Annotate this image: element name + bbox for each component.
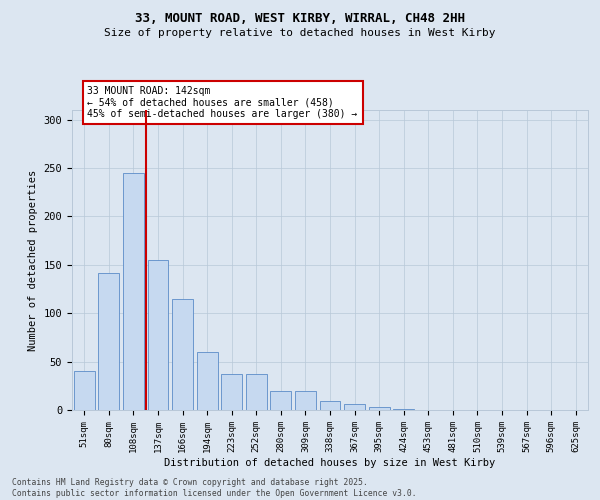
Bar: [271, 390, 292, 410]
Bar: [74, 372, 95, 410]
Text: 33, MOUNT ROAD, WEST KIRBY, WIRRAL, CH48 2HH: 33, MOUNT ROAD, WEST KIRBY, WIRRAL, CH48…: [135, 12, 465, 26]
Bar: [221, 374, 242, 410]
Text: Contains HM Land Registry data © Crown copyright and database right 2025.
Contai: Contains HM Land Registry data © Crown c…: [12, 478, 416, 498]
Bar: [393, 409, 414, 410]
Bar: [344, 404, 365, 410]
Bar: [320, 402, 340, 410]
Bar: [368, 407, 389, 410]
Bar: [295, 390, 316, 410]
Bar: [123, 173, 144, 410]
Y-axis label: Number of detached properties: Number of detached properties: [28, 170, 38, 350]
Text: 33 MOUNT ROAD: 142sqm
← 54% of detached houses are smaller (458)
45% of semi-det: 33 MOUNT ROAD: 142sqm ← 54% of detached …: [88, 86, 358, 119]
Text: Size of property relative to detached houses in West Kirby: Size of property relative to detached ho…: [104, 28, 496, 38]
Bar: [148, 260, 169, 410]
Bar: [172, 298, 193, 410]
Bar: [246, 374, 267, 410]
X-axis label: Distribution of detached houses by size in West Kirby: Distribution of detached houses by size …: [164, 458, 496, 468]
Bar: [197, 352, 218, 410]
Bar: [98, 272, 119, 410]
